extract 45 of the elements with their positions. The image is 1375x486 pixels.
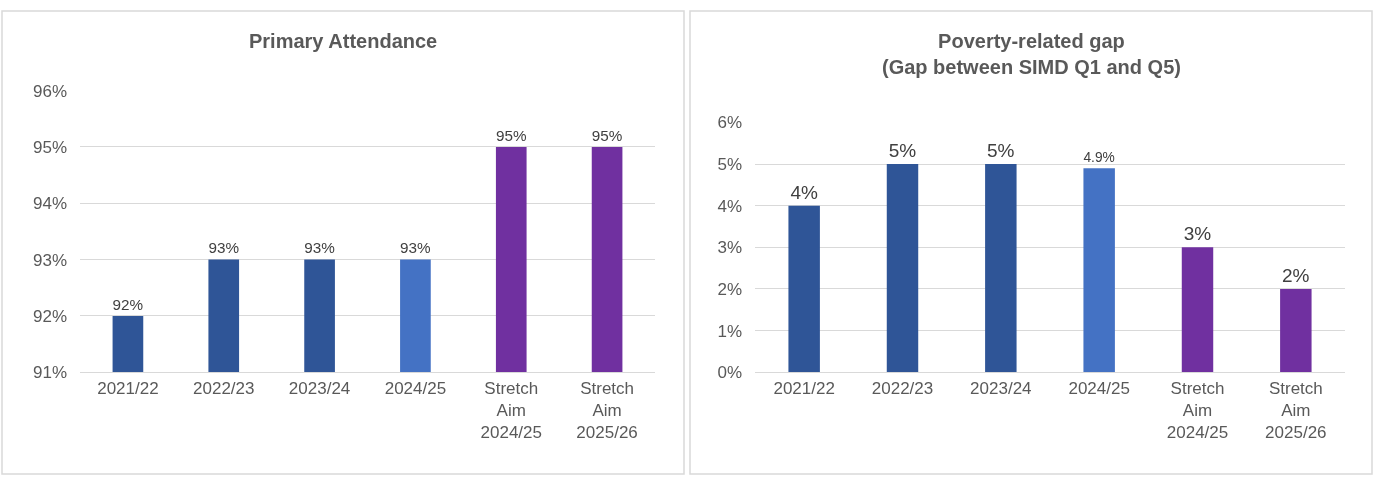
chart-title: Poverty-related gap (Gap between SIMD Q1 and Q5): [882, 30, 1181, 78]
x-tick-label: 2023/24: [288, 378, 351, 398]
y-tick-label: 91%: [32, 363, 67, 383]
x-tick-label: 2023/24: [970, 378, 1032, 398]
y-tick-label: 1%: [717, 321, 742, 341]
data-label: 4%: [790, 181, 818, 203]
data-label: 95%: [495, 126, 527, 144]
x-tick-label: Stretch Aim 2025/26: [1265, 378, 1327, 442]
data-label: 95%: [591, 126, 623, 144]
bar: [1280, 288, 1312, 373]
y-tick-label: 2%: [717, 279, 742, 299]
y-tick-label: 93%: [32, 250, 67, 270]
y-tick-label: 4%: [717, 196, 742, 216]
data-label: 93%: [208, 239, 240, 257]
x-tick-label: Stretch Aim 2024/25: [480, 378, 542, 442]
y-tick-label: 3%: [717, 238, 742, 258]
data-label: 92%: [112, 295, 144, 313]
data-label: 93%: [304, 239, 336, 257]
y-tick-label: 0%: [717, 363, 742, 383]
y-tick-label: 96%: [32, 81, 67, 101]
x-tick-label: 2024/25: [1068, 378, 1130, 398]
bar: [1083, 168, 1115, 373]
bar: [886, 164, 919, 373]
x-tick-label: 2022/23: [871, 378, 934, 398]
bar: [1181, 247, 1214, 373]
data-label: 4.9%: [1083, 150, 1115, 166]
x-tick-label: Stretch Aim 2024/25: [1166, 378, 1229, 442]
data-label: 5%: [888, 140, 917, 162]
x-tick-label: 2021/22: [773, 378, 835, 398]
data-label: 2%: [1282, 264, 1310, 286]
chart-title: Primary Attendance: [249, 30, 438, 52]
data-label: 93%: [400, 239, 432, 257]
bar: [788, 205, 820, 373]
y-tick-label: 6%: [717, 113, 742, 133]
y-tick-label: 5%: [717, 154, 742, 174]
data-label: 5%: [987, 140, 1015, 162]
y-tick-label: 92%: [32, 306, 67, 326]
x-tick-label: 2024/25: [384, 378, 447, 398]
y-tick-label: 94%: [32, 194, 67, 214]
data-label: 3%: [1183, 223, 1212, 245]
x-tick-label: Stretch Aim 2025/26: [576, 378, 638, 442]
bar: [985, 164, 1017, 373]
x-tick-label: 2021/22: [97, 378, 159, 398]
y-tick-label: 95%: [32, 137, 67, 157]
x-tick-label: 2022/23: [193, 378, 255, 398]
